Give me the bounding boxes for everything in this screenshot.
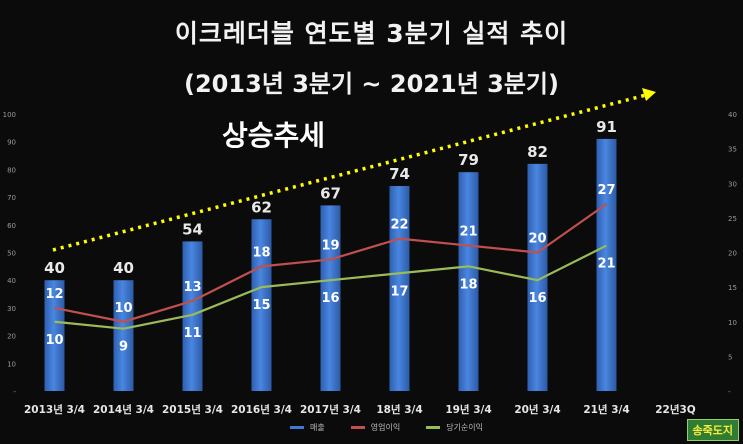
legend-label-net-profit: 당기순이익 (446, 423, 483, 432)
operating-profit-value-label: 18 (252, 245, 270, 260)
y-tick-left: 100 (3, 111, 16, 119)
y-tick-right: 20 (728, 250, 737, 258)
trend-arrow-line (52, 93, 647, 252)
x-tick-label: 2013년 3/4 (24, 403, 85, 416)
x-tick-label: 21년 3/4 (583, 403, 629, 416)
trend-label: 상승추세 (222, 119, 326, 152)
x-tick-label: 22년3Q (655, 403, 696, 416)
y-tick-left: 10 (7, 360, 16, 368)
revenue-value-label: 40 (113, 259, 134, 277)
bar-series (44, 138, 617, 391)
legend-swatch-net-profit (426, 426, 441, 429)
watermark-logo: 송죽도지 (686, 419, 739, 441)
revenue-value-label: 82 (527, 143, 548, 161)
trend-arrow (52, 88, 656, 252)
revenue-bar (527, 163, 548, 391)
net-profit-value-label: 11 (183, 326, 201, 341)
chart-title: 이크레더블 연도별 3분기 실적 추이 (174, 19, 569, 48)
net-profit-value-label: 16 (528, 291, 546, 306)
revenue-value-label: 91 (596, 118, 617, 136)
data-labels: 40 40 54 62 67 74 79 82 91 12 10 13 18 19 22 21 20 27 10 9 1… (44, 118, 617, 355)
net-profit-value-label: 17 (390, 284, 408, 299)
revenue-value-label: 40 (44, 259, 65, 277)
y-axis-left: - 10 20 30 40 50 60 70 80 90 100 (3, 111, 17, 396)
operating-profit-line (54, 203, 608, 323)
x-axis-labels: 2013년 3/4 2014년 3/4 2015년 3/4 2016년 3/4 2017… (24, 403, 696, 416)
y-tick-right: 5 (728, 353, 732, 361)
x-tick-label: 18년 3/4 (376, 403, 422, 416)
operating-profit-value-label: 12 (45, 287, 63, 302)
y-tick-right: 35 (728, 146, 737, 154)
x-tick-label: 19년 3/4 (445, 403, 491, 416)
revenue-bar (182, 241, 203, 391)
net-profit-value-label: 10 (45, 333, 63, 348)
legend-item-net-profit: 당기순이익 (426, 422, 483, 433)
revenue-value-label: 62 (251, 198, 272, 216)
y-tick-left: 30 (7, 305, 16, 313)
operating-profit-value-label: 13 (183, 280, 201, 295)
net-profit-line (54, 244, 607, 330)
revenue-value-label: 67 (320, 184, 341, 202)
y-tick-left: 20 (7, 333, 16, 341)
operating-profit-value-label: 19 (321, 238, 339, 253)
revenue-bar (320, 205, 341, 391)
legend-label-operating-profit: 영업이익 (370, 423, 401, 432)
y-tick-left: 50 (7, 250, 16, 258)
legend: 매출 영업이익 당기순이익 (290, 422, 483, 433)
operating-profit-value-label: 27 (597, 183, 615, 198)
x-tick-label: 20년 3/4 (514, 403, 560, 416)
trend-arrow-head (642, 88, 656, 101)
legend-swatch-operating-profit (350, 426, 365, 429)
operating-profit-value-label: 20 (528, 232, 546, 247)
y-tick-left: 80 (7, 166, 16, 174)
x-tick-label: 2017년 3/4 (300, 403, 361, 416)
revenue-bar (596, 138, 617, 391)
y-tick-left: - (13, 388, 16, 396)
y-tick-left: 40 (7, 277, 16, 285)
legend-item-revenue: 매출 (290, 422, 325, 433)
x-tick-label: 2014년 3/4 (93, 403, 154, 416)
revenue-value-label: 74 (389, 165, 410, 183)
operating-profit-value-label: 22 (390, 218, 408, 233)
y-tick-right: 10 (728, 319, 737, 327)
y-tick-right: 25 (728, 215, 737, 223)
revenue-bar (389, 186, 410, 391)
y-tick-left: 70 (7, 194, 16, 202)
line-series (54, 203, 608, 330)
net-profit-value-label: 9 (119, 340, 128, 355)
operating-profit-value-label: 10 (114, 301, 132, 316)
x-tick-label: 2015년 3/4 (162, 403, 223, 416)
revenue-value-label: 79 (458, 151, 479, 169)
net-profit-value-label: 15 (252, 298, 270, 313)
y-tick-right: 15 (728, 284, 737, 292)
net-profit-value-label: 16 (321, 291, 339, 306)
net-profit-value-label: 21 (597, 257, 615, 272)
legend-label-revenue: 매출 (310, 423, 325, 432)
operating-profit-value-label: 21 (459, 225, 477, 240)
revenue-bar (251, 219, 272, 391)
revenue-bar (458, 172, 479, 391)
y-tick-left: 90 (7, 139, 16, 147)
y-tick-right: 40 (728, 111, 737, 119)
y-axis-right: - 5 10 15 20 25 30 35 40 (728, 111, 737, 396)
net-profit-value-label: 18 (459, 277, 477, 292)
legend-item-operating-profit: 영업이익 (350, 422, 401, 433)
revenue-bar (113, 280, 134, 391)
y-tick-left: 60 (7, 222, 16, 230)
y-tick-right: 30 (728, 180, 737, 188)
legend-swatch-revenue (290, 426, 304, 429)
x-tick-label: 2016년 3/4 (231, 403, 292, 416)
chart-subtitle: (2013년 3분기 ~ 2021년 3분기) (184, 70, 559, 98)
y-tick-right: - (728, 388, 731, 396)
revenue-value-label: 54 (182, 220, 203, 238)
